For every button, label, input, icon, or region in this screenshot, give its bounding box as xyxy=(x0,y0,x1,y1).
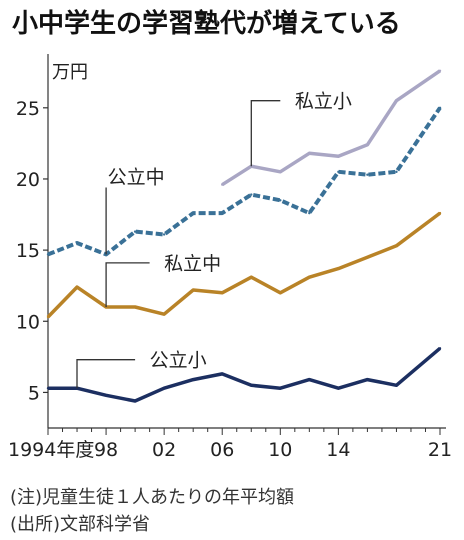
series-point xyxy=(308,211,311,215)
series-label: 私立小 xyxy=(295,91,352,113)
series-point xyxy=(75,241,79,245)
series-point xyxy=(250,193,253,196)
series-point xyxy=(366,143,369,147)
series-point xyxy=(438,211,442,215)
series-point xyxy=(337,386,340,390)
series-point xyxy=(191,211,195,215)
series-point xyxy=(395,170,398,174)
series-point xyxy=(308,378,311,381)
series-point xyxy=(366,256,369,259)
x-tick-label: 10 xyxy=(268,439,292,461)
y-tick-label: 15 xyxy=(16,240,40,262)
series-point xyxy=(337,154,340,158)
series-point xyxy=(438,69,442,73)
series-line xyxy=(221,69,441,187)
x-tick-label: 02 xyxy=(152,439,176,461)
label-leader-line xyxy=(250,100,281,167)
label-leader-line xyxy=(105,262,150,307)
series-label: 公立小 xyxy=(150,350,207,372)
series-point xyxy=(46,315,50,319)
label-leader-line xyxy=(76,359,136,389)
y-tick-label: 20 xyxy=(16,169,40,191)
series-point xyxy=(133,230,137,233)
y-tick-label: 5 xyxy=(28,382,40,404)
series-line xyxy=(47,106,442,257)
chart-title: 小中学生の学習塾代が増えている xyxy=(12,8,401,39)
y-axis: 5 10 15 20 25 xyxy=(16,54,49,428)
x-axis: 1994年度 98 02 06 10 14 21 xyxy=(8,427,452,461)
series-label: 公立中 xyxy=(108,167,165,189)
series-line xyxy=(48,346,442,403)
series-point xyxy=(133,305,137,309)
series-point xyxy=(250,275,253,279)
series-point xyxy=(337,170,340,174)
series-point xyxy=(162,386,166,390)
series-layer xyxy=(46,69,442,403)
series-point xyxy=(133,399,137,403)
series-point xyxy=(366,378,369,381)
x-tick-label: 1994年度 xyxy=(8,439,94,461)
series-point xyxy=(191,378,195,381)
series-point xyxy=(438,106,442,110)
y-tick-label: 10 xyxy=(16,311,40,333)
series-point xyxy=(75,285,79,289)
series-label: 私立中 xyxy=(164,253,221,275)
series-line xyxy=(46,211,442,319)
series-point xyxy=(221,291,224,295)
series-point xyxy=(438,347,442,350)
series-point xyxy=(337,267,340,270)
series-point xyxy=(250,384,253,387)
series-point xyxy=(308,275,311,279)
series-point xyxy=(279,199,282,202)
series-point xyxy=(366,173,369,176)
y-tick-label: 25 xyxy=(16,98,40,120)
series-point xyxy=(162,233,166,236)
series-point xyxy=(395,99,398,102)
series-point xyxy=(221,211,224,215)
x-tick-label: 21 xyxy=(428,439,452,461)
series-point xyxy=(191,288,195,292)
series-point xyxy=(395,384,398,387)
x-tick-label: 98 xyxy=(94,439,118,461)
series-point xyxy=(104,394,108,397)
note-annotation: (注)児童生徒１人あたりの年平均額 xyxy=(10,487,294,508)
series-point xyxy=(395,244,398,248)
source-annotation: (出所)文部科学省 xyxy=(10,514,150,535)
series-point xyxy=(308,152,311,155)
series-point xyxy=(221,372,224,376)
series-point xyxy=(279,291,282,295)
series-point xyxy=(221,183,224,186)
series-point xyxy=(279,170,282,174)
y-axis-unit: 万円 xyxy=(52,62,88,83)
series-point xyxy=(46,253,50,256)
series-point xyxy=(46,386,50,390)
series-point xyxy=(279,386,282,390)
series-point xyxy=(162,312,166,316)
x-tick-label: 14 xyxy=(326,439,350,461)
x-tick-label: 06 xyxy=(210,439,234,461)
